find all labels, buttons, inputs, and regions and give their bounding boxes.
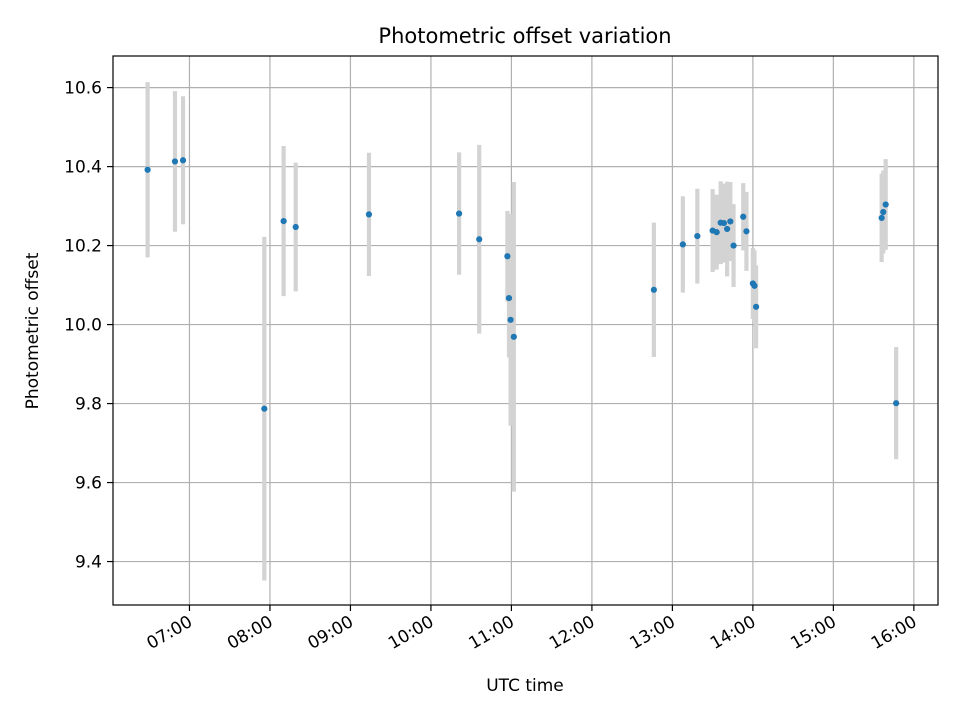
- data-point: [713, 229, 720, 236]
- data-point: [504, 253, 511, 260]
- data-point: [720, 219, 728, 227]
- chart-title: Photometric offset variation: [378, 24, 671, 48]
- data-point: [261, 405, 268, 412]
- data-point: [743, 228, 750, 235]
- data-point: [476, 236, 483, 243]
- y-axis-title: Photometric offset: [23, 252, 43, 409]
- data-point: [878, 214, 885, 222]
- y-tick-label: 10.6: [64, 79, 102, 99]
- data-point: [505, 295, 513, 302]
- marker-layer: [144, 157, 900, 412]
- data-point: [724, 225, 731, 233]
- y-tick-label: 9.6: [75, 474, 102, 494]
- data-point: [280, 217, 287, 225]
- data-point: [171, 158, 179, 165]
- plot-area-frame: [112, 55, 939, 606]
- data-point: [507, 316, 514, 323]
- data-point: [292, 223, 299, 231]
- y-axis: 9.4 9.6 9.8 10.0 10.2 10.4 10.6: [64, 79, 113, 573]
- grid-layer: [113, 56, 938, 605]
- data-point: [455, 210, 463, 217]
- y-tick-label: 9.8: [75, 395, 102, 415]
- data-point: [752, 303, 760, 310]
- data-point: [694, 233, 701, 240]
- data-point: [679, 241, 686, 248]
- data-point: [727, 218, 734, 225]
- data-point: [365, 211, 373, 218]
- y-tick-label: 10.0: [64, 316, 102, 336]
- data-point: [740, 213, 747, 220]
- data-point: [751, 282, 758, 289]
- data-point: [893, 400, 900, 407]
- data-point: [510, 333, 517, 340]
- y-tick-label: 9.4: [75, 553, 102, 573]
- data-point: [880, 208, 887, 216]
- y-tick-label: 10.4: [64, 158, 102, 178]
- x-axis-title: UTC time: [486, 676, 564, 696]
- data-point: [650, 286, 657, 293]
- data-point: [882, 201, 889, 208]
- data-point: [144, 166, 151, 173]
- data-point: [730, 242, 737, 249]
- y-tick-label: 10.2: [64, 237, 102, 257]
- data-point: [179, 157, 187, 164]
